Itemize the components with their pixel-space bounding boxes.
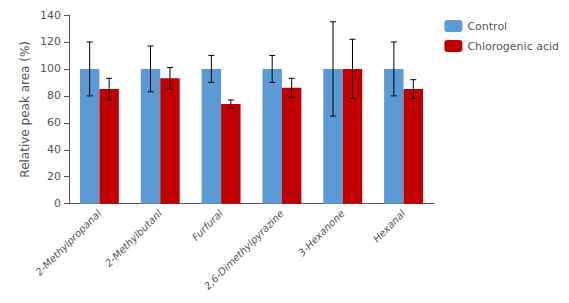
svg-text:40: 40 xyxy=(47,143,61,156)
svg-text:Furfural: Furfural xyxy=(190,208,225,243)
svg-text:120: 120 xyxy=(40,35,61,48)
svg-text:0: 0 xyxy=(54,197,61,210)
svg-text:Relative peak area (%): Relative peak area (%) xyxy=(18,41,32,178)
svg-text:60: 60 xyxy=(47,116,61,129)
svg-text:Hexanal: Hexanal xyxy=(371,208,408,245)
svg-text:Chlorogenic acid: Chlorogenic acid xyxy=(467,40,559,53)
svg-text:2,6-Dimethylpyrazine: 2,6-Dimethylpyrazine xyxy=(202,208,286,292)
svg-text:2-Methylbutanl: 2-Methylbutanl xyxy=(103,208,164,269)
svg-text:2-Methylpropanal: 2-Methylpropanal xyxy=(33,208,103,278)
svg-text:100: 100 xyxy=(40,62,61,75)
svg-text:140: 140 xyxy=(40,9,61,22)
svg-text:20: 20 xyxy=(47,170,61,183)
svg-text:3-Hexanone: 3-Hexanone xyxy=(296,208,347,259)
svg-text:80: 80 xyxy=(47,89,61,102)
svg-text:Control: Control xyxy=(467,20,507,33)
